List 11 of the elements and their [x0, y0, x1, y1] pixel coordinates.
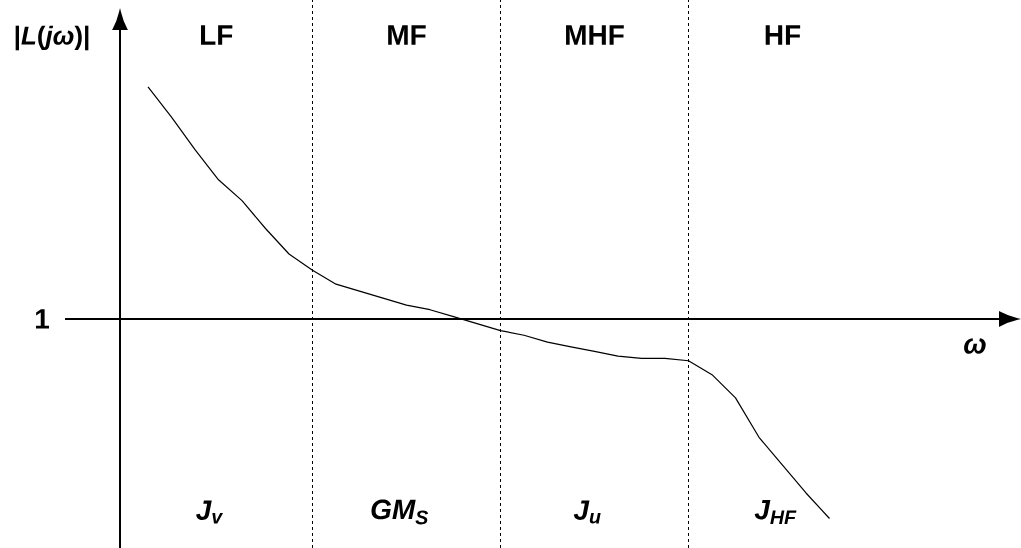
annotation: J$_{v}$ [196, 500, 224, 524]
annotation: J$_{HF}$ [754, 499, 797, 525]
y-axis-title: |L(jω)| [15, 25, 89, 51]
text: LF [201, 25, 233, 45]
text: HF [765, 25, 801, 45]
annotation: J$_{u}$ [573, 500, 601, 524]
annotation: GM$_{S}$ [371, 499, 429, 525]
text: MHF [566, 25, 624, 45]
text: MF [388, 25, 426, 45]
x-axis-title: ω [964, 338, 986, 354]
text: 1 [35, 309, 50, 329]
